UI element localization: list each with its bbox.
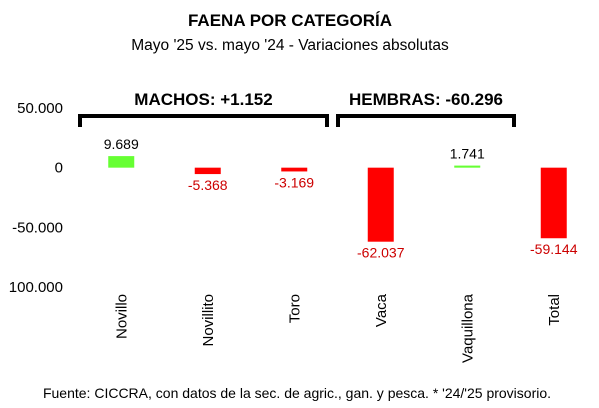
x-tick-label: Novillito xyxy=(200,294,217,347)
x-tick-label: Vaquillona xyxy=(459,293,476,363)
data-label: 9.689 xyxy=(104,136,139,152)
data-label: -3.169 xyxy=(274,174,314,190)
data-label: -62.037 xyxy=(357,245,405,261)
y-tick-label: -50.000 xyxy=(12,219,63,236)
data-label: -59.144 xyxy=(530,241,578,257)
y-tick-label: 50.000 xyxy=(17,100,63,117)
chart-subtitle: Mayo '25 vs. mayo '24 - Variaciones abso… xyxy=(131,37,449,54)
group-bracket xyxy=(336,114,516,127)
group-label: HEMBRAS: -60.296 xyxy=(349,90,503,109)
group-bracket xyxy=(78,114,329,127)
data-label: -5.368 xyxy=(188,177,228,193)
group-label: MACHOS: +1.152 xyxy=(134,90,272,109)
bar-vaquillona xyxy=(454,165,481,168)
x-axis-labels: Novillo Novillito Toro Vaca Vaquillona Total xyxy=(113,293,563,363)
data-label: 1.741 xyxy=(450,146,485,162)
y-axis: 50.000 0 -50.000 100.000 xyxy=(9,100,63,296)
bar-novillito xyxy=(194,167,221,175)
y-tick-label: 0 xyxy=(55,160,63,177)
x-tick-label: Toro xyxy=(286,294,303,323)
footnote: Fuente: CICCRA, con datos de la sec. de … xyxy=(43,385,551,401)
group-brackets: MACHOS: +1.152 HEMBRAS: -60.296 xyxy=(78,90,516,127)
y-tick-label: 100.000 xyxy=(9,279,63,296)
bar-novillo xyxy=(108,156,135,168)
x-tick-label: Novillo xyxy=(113,294,130,339)
bars: 9.689 -5.368 -3.169 -62.037 1.741 -59.144 xyxy=(104,136,578,261)
bar-vaca xyxy=(367,167,394,242)
bar-toro xyxy=(281,167,308,172)
x-tick-label: Total xyxy=(546,294,563,326)
x-tick-label: Vaca xyxy=(373,293,390,327)
chart-title: FAENA POR CATEGORÍA xyxy=(188,11,392,30)
bar-total xyxy=(540,167,567,239)
